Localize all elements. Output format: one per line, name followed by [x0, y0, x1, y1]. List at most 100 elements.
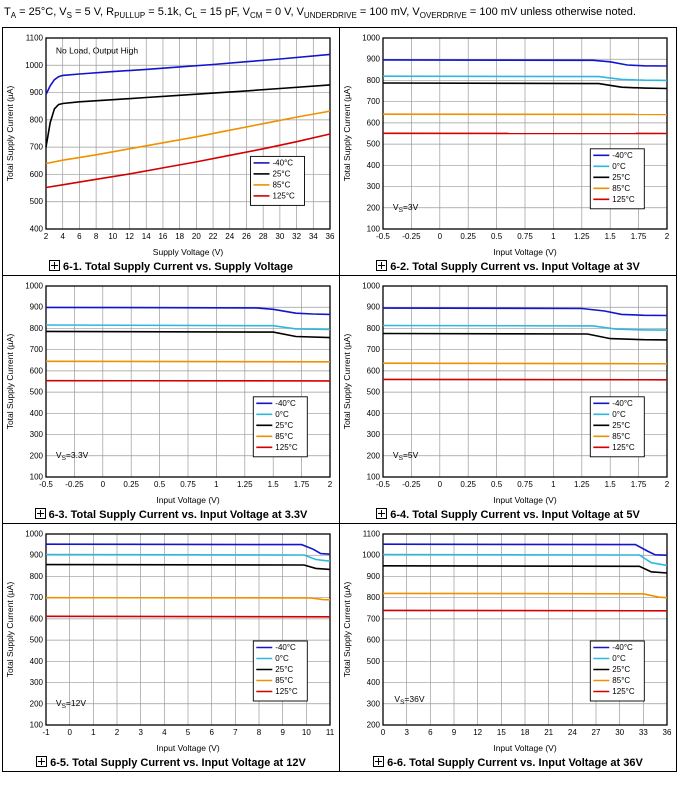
svg-text:9: 9: [280, 728, 285, 737]
chart-canvas: -0.5 -0.25 0 0.25 0.5 0.75 1 1.25 1.5 1.75 2 100 200…: [342, 34, 670, 258]
figure-icon: [373, 756, 385, 768]
svg-text:-0.25: -0.25: [65, 480, 84, 489]
svg-text:1000: 1000: [25, 61, 43, 70]
svg-text:500: 500: [30, 388, 44, 397]
svg-text:800: 800: [30, 324, 44, 333]
svg-text:4: 4: [60, 232, 65, 241]
svg-text:-40°C: -40°C: [275, 399, 296, 408]
svg-text:18: 18: [175, 232, 184, 241]
svg-text:VS=3V: VS=3V: [393, 202, 419, 214]
svg-text:5: 5: [186, 728, 191, 737]
svg-text:900: 900: [367, 55, 381, 64]
svg-text:11: 11: [326, 728, 335, 737]
svg-text:2: 2: [665, 480, 670, 489]
svg-text:200: 200: [30, 699, 44, 708]
svg-text:-40°C: -40°C: [612, 151, 633, 160]
svg-text:Total Supply Current (µA): Total Supply Current (µA): [342, 582, 352, 678]
chart-canvas: 0 3 6 9 12 15 18 21 24 27 30 33 36200300400500600700…: [342, 530, 672, 754]
figure-caption: 6-2. Total Supply Current vs. Input Volt…: [376, 260, 640, 273]
svg-text:25°C: 25°C: [273, 170, 291, 179]
svg-text:125°C: 125°C: [273, 192, 296, 201]
svg-text:0: 0: [438, 232, 443, 241]
svg-text:36: 36: [326, 232, 335, 241]
svg-text:400: 400: [30, 657, 44, 666]
figure-caption-text: 6-1. Total Supply Current vs. Supply Vol…: [62, 261, 294, 274]
svg-text:Total Supply Current (µA): Total Supply Current (µA): [342, 86, 352, 182]
svg-text:1: 1: [551, 232, 556, 241]
svg-text:600: 600: [30, 615, 44, 624]
svg-text:-0.25: -0.25: [402, 232, 421, 241]
svg-text:Supply Voltage (V): Supply Voltage (V): [153, 247, 224, 257]
svg-text:1.25: 1.25: [237, 480, 253, 489]
svg-text:-40°C: -40°C: [275, 643, 296, 652]
svg-text:700: 700: [367, 97, 381, 106]
svg-text:400: 400: [367, 409, 381, 418]
svg-text:125°C: 125°C: [612, 687, 635, 696]
svg-text:1100: 1100: [26, 34, 44, 43]
svg-text:0.75: 0.75: [517, 232, 533, 241]
test-conditions-text: TA = 25°C, VS = 5 V, RPULLUP = 5.1k, CL …: [4, 6, 636, 21]
svg-text:28: 28: [259, 232, 268, 241]
chart-canvas: -0.5 -0.25 0 0.25 0.5 0.75 1 1.25 1.5 1.75 2 100 200…: [5, 282, 333, 506]
svg-text:0°C: 0°C: [275, 410, 289, 419]
svg-text:Total Supply Current (µA): Total Supply Current (µA): [342, 334, 352, 430]
svg-text:125°C: 125°C: [275, 687, 298, 696]
svg-text:0.75: 0.75: [180, 480, 196, 489]
svg-text:1.75: 1.75: [631, 232, 647, 241]
svg-text:600: 600: [367, 636, 381, 645]
svg-text:400: 400: [367, 161, 381, 170]
chart-panel-6-1: 2 4 6 8 10 12 14 16 18 20 22 24 26 28 30 32 34 36 400 500 60…: [3, 28, 340, 277]
svg-text:6: 6: [77, 232, 82, 241]
svg-text:0: 0: [67, 728, 72, 737]
figure-caption-text: 6-4. Total Supply Current vs. Input Volt…: [390, 509, 640, 522]
svg-text:25°C: 25°C: [612, 421, 630, 430]
figure-caption: 6-6. Total Supply Current vs. Input Volt…: [373, 756, 643, 769]
svg-text:0: 0: [101, 480, 106, 489]
figure-caption: 6-1. Total Supply Current vs. Supply Vol…: [48, 260, 294, 274]
svg-text:Total Supply Current (µA): Total Supply Current (µA): [5, 582, 15, 678]
svg-text:100: 100: [30, 473, 44, 482]
svg-text:1000: 1000: [362, 34, 380, 43]
svg-text:6: 6: [209, 728, 214, 737]
svg-text:0°C: 0°C: [275, 654, 289, 663]
svg-text:700: 700: [30, 143, 44, 152]
svg-text:2: 2: [328, 480, 333, 489]
svg-text:1.5: 1.5: [605, 480, 617, 489]
svg-text:6: 6: [428, 728, 433, 737]
svg-text:1.5: 1.5: [605, 232, 617, 241]
svg-text:Input Voltage (V): Input Voltage (V): [493, 247, 556, 257]
svg-text:VS=36V: VS=36V: [394, 694, 424, 706]
svg-text:700: 700: [367, 615, 381, 624]
chart-canvas: -1 0 1 2 3 4 5 6 7 8 9 10 11 100 200 300 400 500 600 700 800…: [5, 530, 335, 754]
svg-text:VS=3.3V: VS=3.3V: [56, 450, 89, 462]
svg-text:26: 26: [242, 232, 251, 241]
svg-text:600: 600: [30, 367, 44, 376]
svg-text:36: 36: [663, 728, 672, 737]
svg-text:800: 800: [367, 593, 381, 602]
svg-text:85°C: 85°C: [612, 184, 630, 193]
svg-text:0: 0: [381, 728, 386, 737]
svg-text:16: 16: [158, 232, 167, 241]
svg-text:800: 800: [30, 572, 44, 581]
svg-text:0.5: 0.5: [491, 232, 503, 241]
svg-text:400: 400: [367, 678, 381, 687]
svg-text:900: 900: [30, 303, 44, 312]
svg-text:600: 600: [30, 170, 44, 179]
svg-text:800: 800: [367, 76, 381, 85]
svg-text:10: 10: [108, 232, 117, 241]
svg-text:300: 300: [367, 699, 381, 708]
svg-text:400: 400: [30, 409, 44, 418]
svg-text:0.25: 0.25: [460, 232, 476, 241]
svg-text:No Load, Output High: No Load, Output High: [56, 45, 138, 55]
svg-text:24: 24: [568, 728, 577, 737]
svg-text:125°C: 125°C: [612, 443, 635, 452]
svg-text:1.25: 1.25: [574, 232, 590, 241]
svg-text:1100: 1100: [363, 530, 381, 539]
figure-caption: 6-3. Total Supply Current vs. Input Volt…: [34, 508, 307, 521]
svg-text:1.75: 1.75: [631, 480, 647, 489]
svg-text:500: 500: [367, 140, 381, 149]
svg-text:85°C: 85°C: [273, 181, 291, 190]
svg-text:900: 900: [30, 88, 44, 97]
svg-text:125°C: 125°C: [275, 443, 298, 452]
svg-text:300: 300: [367, 430, 381, 439]
